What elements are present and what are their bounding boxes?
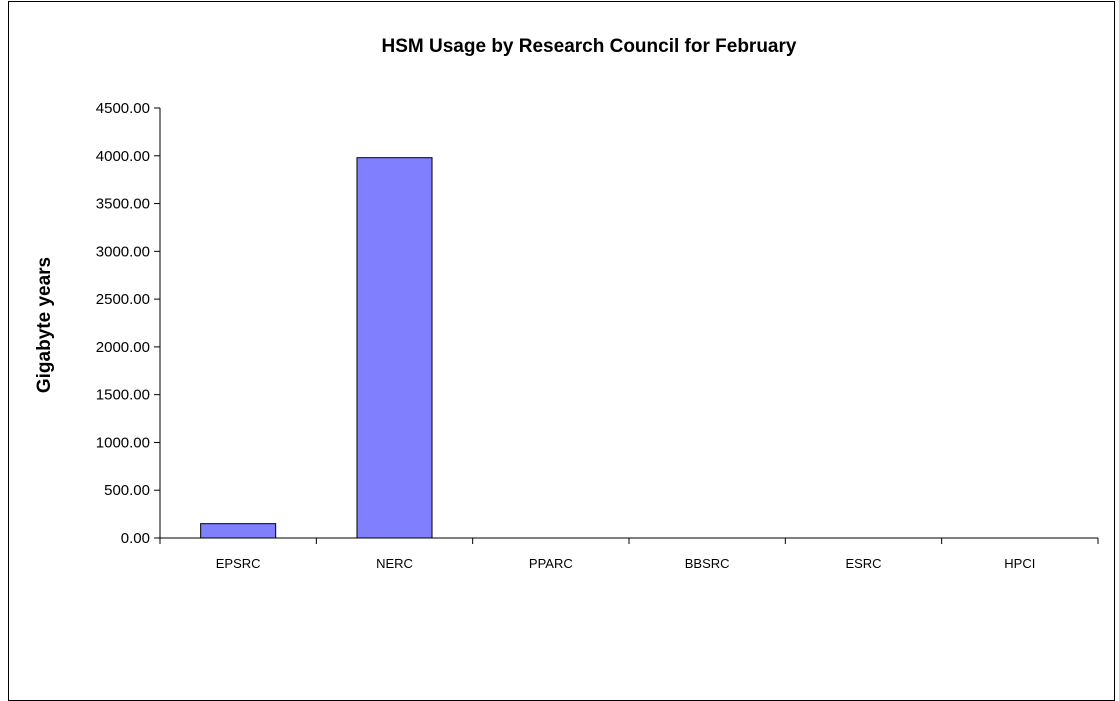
y-tick-label: 3000.00	[96, 243, 150, 260]
chart-frame	[8, 1, 1115, 701]
y-tick-label: 500.00	[104, 482, 150, 499]
x-axis: EPSRC NERC PPARC BBSRC ESRC HPCI	[159, 537, 1099, 571]
bars	[200, 157, 433, 539]
x-tick-label: EPSRC	[216, 556, 261, 571]
chart-title: HSM Usage by Research Council for Februa…	[382, 36, 797, 57]
y-tick-label: 2000.00	[96, 339, 150, 356]
y-tick-label: 3500.00	[96, 196, 150, 213]
y-tick-label: 1000.00	[96, 434, 150, 451]
y-tick-label: 2500.00	[96, 291, 150, 308]
y-axis-label: Gigabyte years	[34, 257, 55, 393]
y-tick-label: 4500.00	[96, 100, 150, 117]
x-tick-label: PPARC	[529, 556, 573, 571]
x-tick-label: NERC	[376, 556, 413, 571]
x-tick-label: HPCI	[1004, 556, 1035, 571]
x-tick-label: BBSRC	[685, 556, 730, 571]
y-tick-label: 0.00	[121, 530, 150, 547]
y-axis: 0.00 500.00 1000.00 1500.00 2000.00 2500.00 30…	[96, 100, 161, 547]
bar-epsrc	[200, 523, 277, 539]
y-tick-label: 4000.00	[96, 148, 150, 165]
chart: HSM Usage by Research Council for Februa…	[34, 36, 1099, 571]
y-tick-label: 1500.00	[96, 387, 150, 404]
bar-nerc	[356, 157, 433, 539]
x-tick-label: ESRC	[845, 556, 881, 571]
